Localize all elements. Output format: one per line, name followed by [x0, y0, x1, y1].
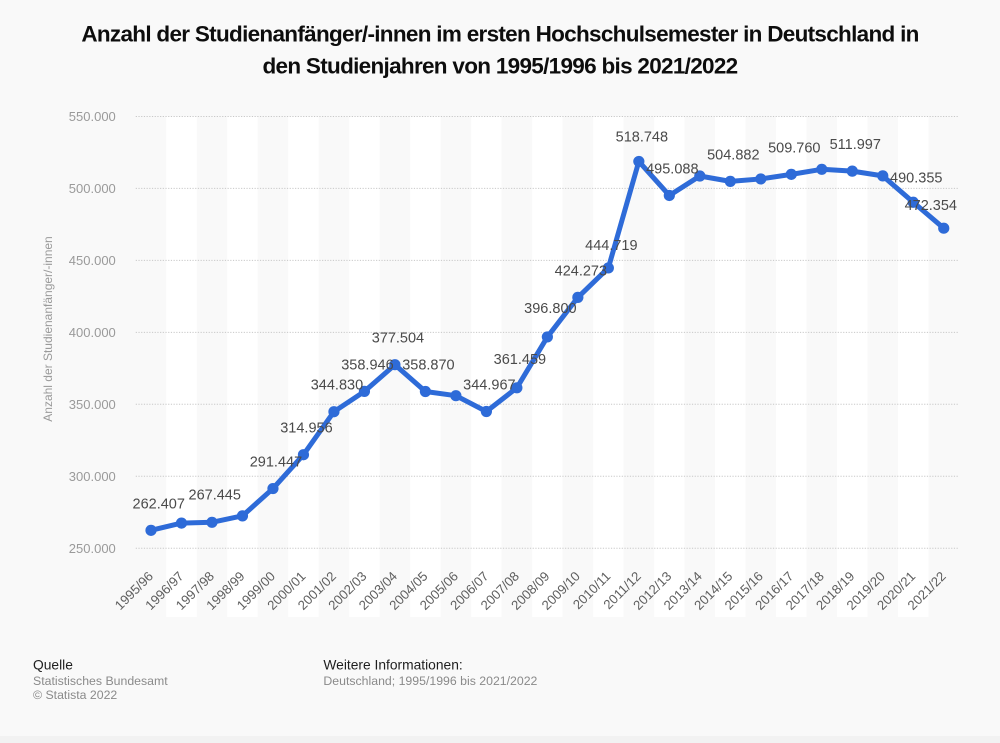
svg-text:267.445: 267.445 — [189, 487, 241, 503]
svg-text:500.000: 500.000 — [69, 181, 116, 196]
svg-text:Statistisches Bundesamt: Statistisches Bundesamt — [33, 674, 168, 688]
svg-text:Quelle: Quelle — [33, 657, 73, 672]
svg-text:Anzahl der Studienanfänger/-in: Anzahl der Studienanfänger/-innen im ers… — [81, 22, 918, 47]
svg-text:472.354: 472.354 — [905, 198, 957, 214]
svg-text:444.719: 444.719 — [585, 238, 637, 254]
svg-text:511.997: 511.997 — [830, 137, 881, 153]
svg-text:Deutschland; 1995/1996 bis 202: Deutschland; 1995/1996 bis 2021/2022 — [323, 674, 537, 688]
svg-text:Anzahl der Studienanfänger/-in: Anzahl der Studienanfänger/-innen — [41, 236, 55, 421]
svg-text:344.830: 344.830 — [311, 378, 363, 394]
svg-text:518.748: 518.748 — [616, 129, 668, 145]
svg-text:291.447: 291.447 — [250, 455, 302, 471]
svg-text:300.000: 300.000 — [69, 469, 116, 484]
svg-text:550.000: 550.000 — [69, 109, 116, 124]
svg-text:358.946: 358.946 — [341, 357, 393, 373]
svg-text:358.870: 358.870 — [402, 358, 454, 374]
svg-text:509.760: 509.760 — [768, 140, 820, 156]
svg-text:361.459: 361.459 — [494, 352, 546, 368]
svg-text:262.407: 262.407 — [133, 496, 185, 512]
svg-text:504.882: 504.882 — [707, 147, 759, 163]
svg-text:344.967: 344.967 — [463, 378, 515, 394]
svg-text:© Statista 2022: © Statista 2022 — [33, 688, 117, 702]
svg-text:350.000: 350.000 — [69, 397, 116, 412]
svg-text:396.800: 396.800 — [524, 301, 576, 317]
svg-text:den Studienjahren von 1995/199: den Studienjahren von 1995/1996 bis 2021… — [262, 54, 737, 79]
svg-text:495.088: 495.088 — [646, 161, 698, 177]
svg-text:377.504: 377.504 — [372, 331, 424, 347]
svg-text:400.000: 400.000 — [69, 325, 116, 340]
svg-text:424.273: 424.273 — [555, 263, 607, 279]
svg-text:314.956: 314.956 — [280, 421, 332, 437]
svg-text:490.355: 490.355 — [890, 170, 942, 186]
svg-text:450.000: 450.000 — [69, 253, 116, 268]
svg-text:250.000: 250.000 — [69, 541, 116, 556]
svg-text:Weitere Informationen:: Weitere Informationen: — [323, 657, 462, 672]
